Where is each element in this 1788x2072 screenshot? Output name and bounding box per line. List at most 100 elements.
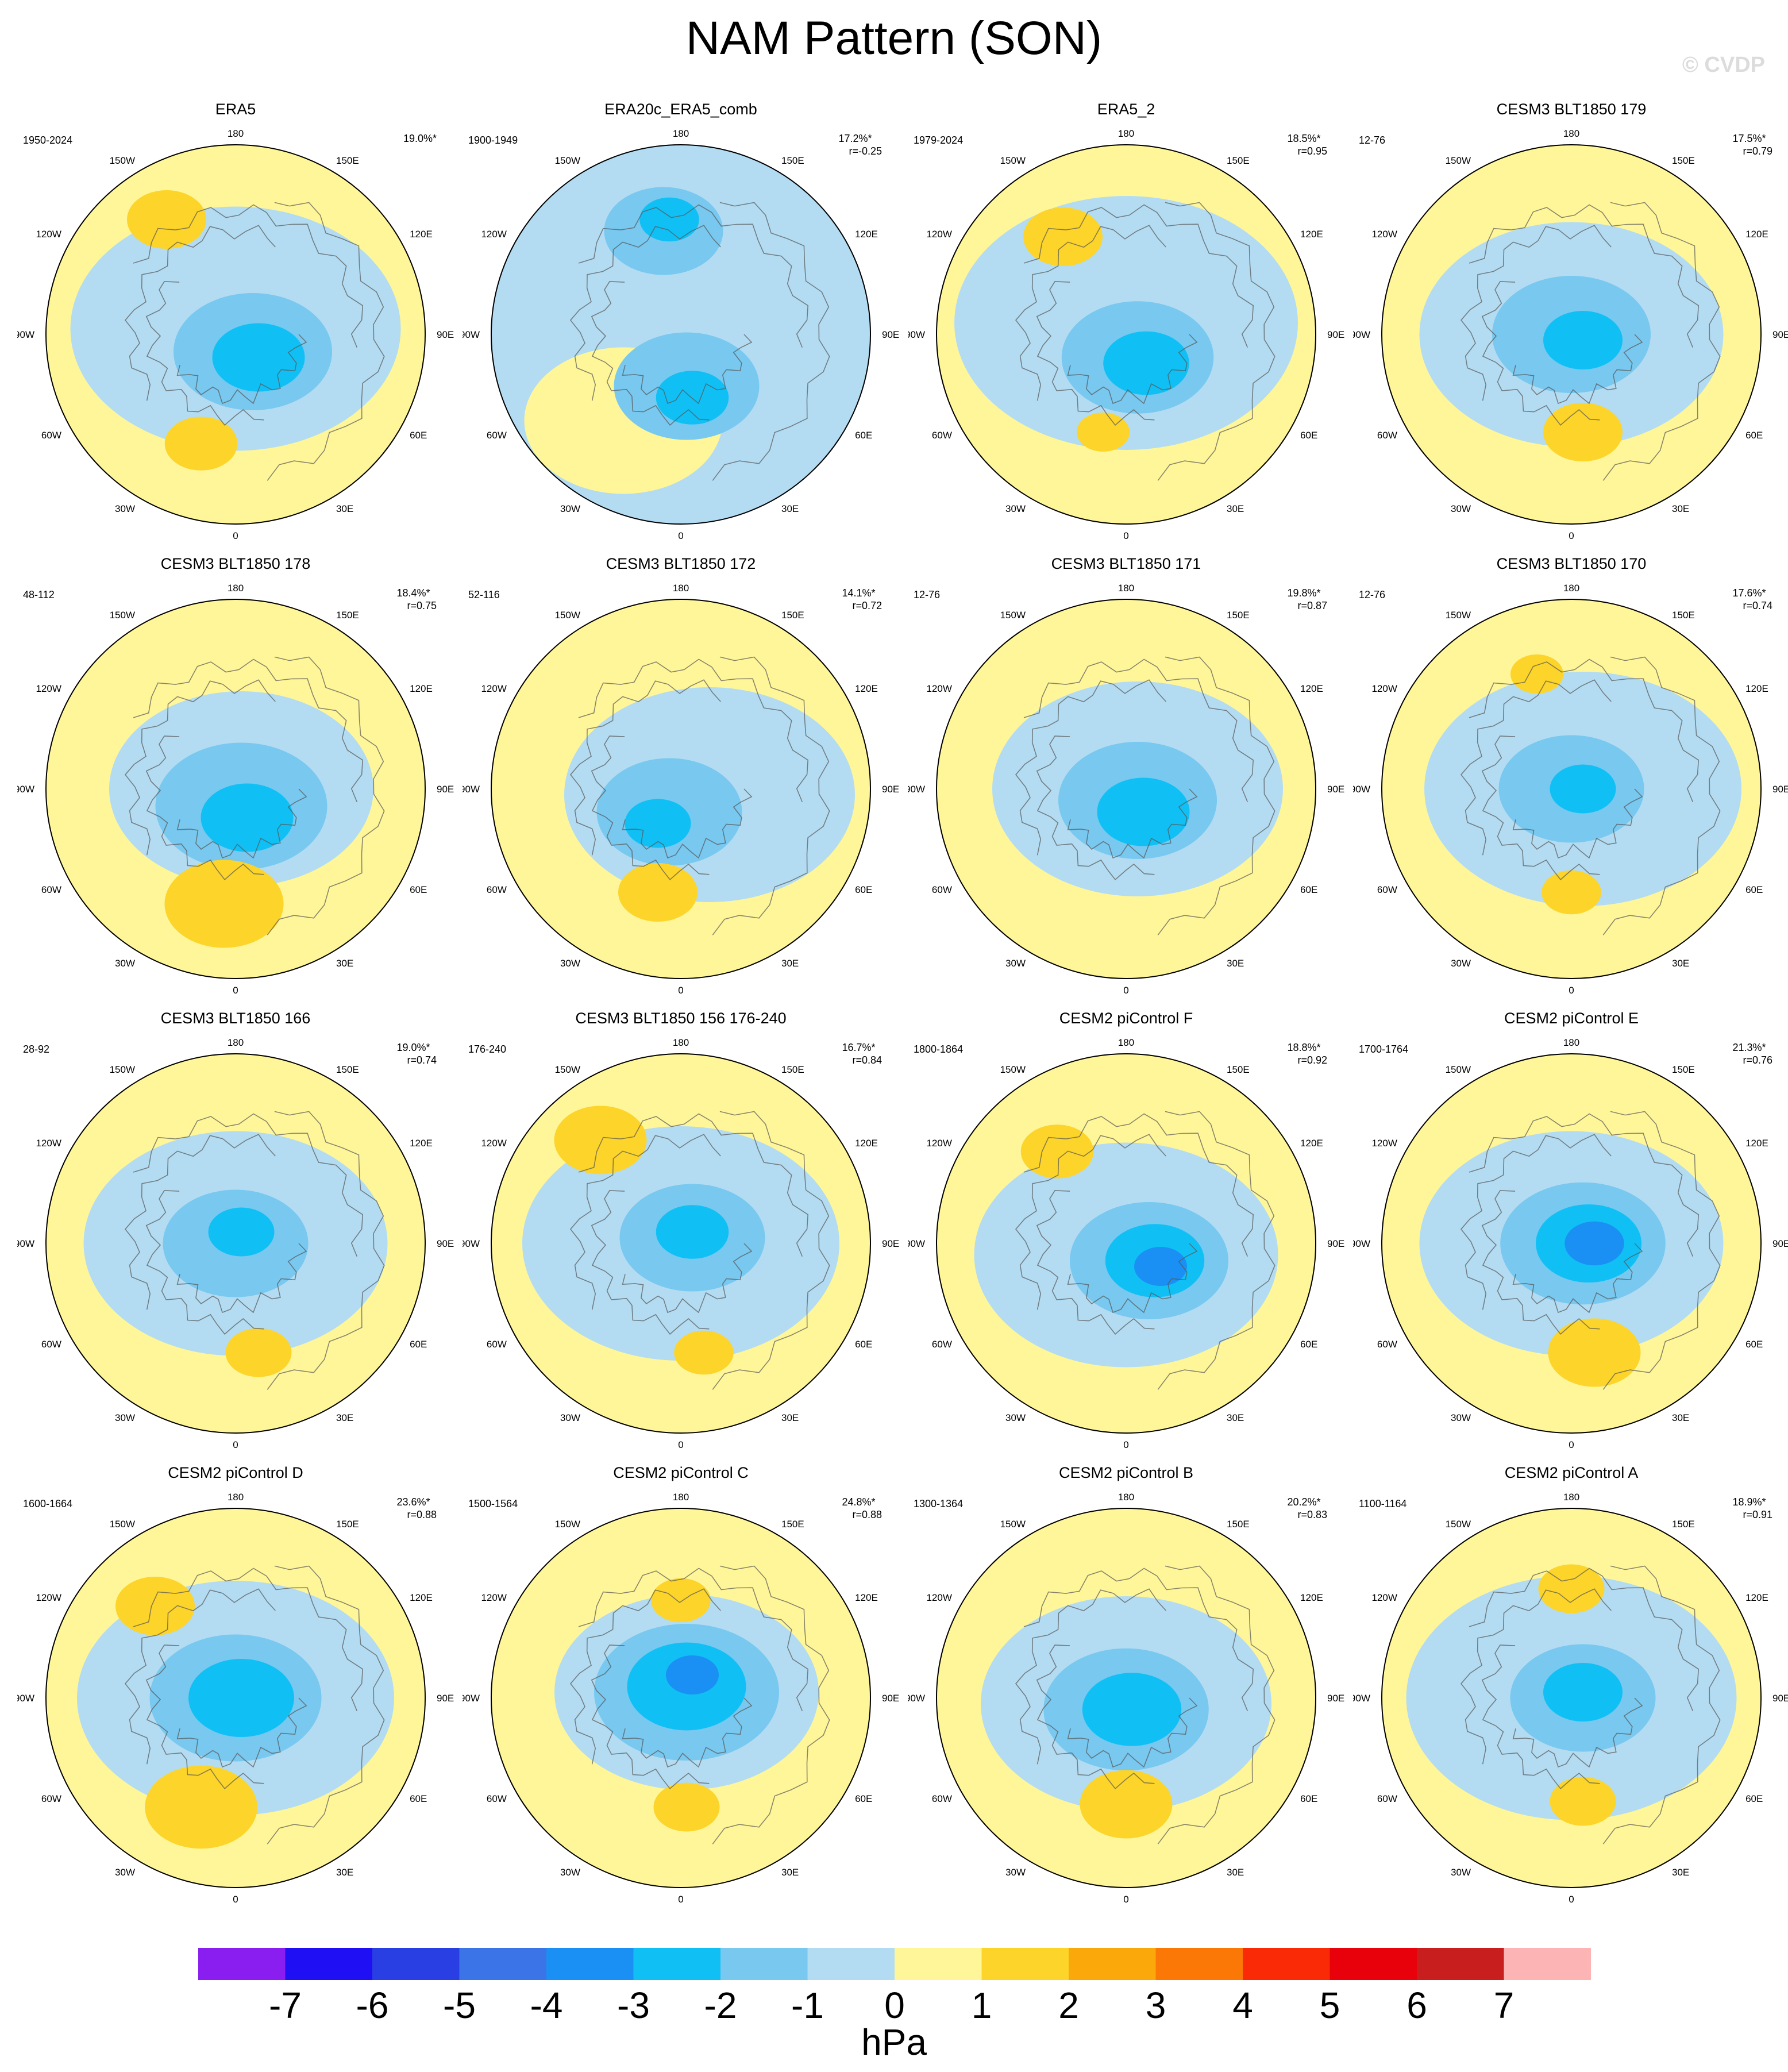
coastline	[145, 735, 264, 881]
colorbar-tick-label: 4	[1232, 1985, 1253, 2026]
panel-period: 48-112	[23, 589, 55, 600]
longitude-label: 90W	[1353, 1238, 1370, 1249]
longitude-label: 150E	[1672, 1064, 1695, 1075]
anomaly-field	[491, 1508, 870, 1888]
longitude-label: 30W	[1005, 503, 1026, 514]
panel-period: 1700-1764	[1359, 1043, 1409, 1055]
longitude-label: 120W	[481, 229, 506, 240]
anomaly-contour	[212, 323, 305, 392]
panel-stats: 18.5%* r=0.95	[1287, 132, 1327, 157]
colorbar-tick-label: 2	[1058, 1985, 1079, 2026]
longitude-label: 150W	[555, 155, 580, 166]
coastline	[176, 334, 307, 405]
anomaly-contour	[618, 863, 698, 922]
coastline	[622, 1697, 753, 1768]
longitude-label: 120W	[926, 683, 951, 694]
anomaly-contour	[1543, 311, 1623, 369]
polar-map: 180 150E 120E 90E 60E 30E 0 30W 60W 90W 120W 150W	[1353, 583, 1788, 996]
panel-title: CESM3 BLT1850 179	[1496, 101, 1647, 118]
pattern-correlation: r=0.84	[852, 1054, 882, 1066]
panel-title: CESM2 piControl B	[1058, 1464, 1194, 1481]
anomaly-field	[491, 145, 870, 524]
longitude-label: 0	[1569, 530, 1574, 541]
polar-map: 180 150E 120E 90E 60E 30E 0 30W 60W 90W 120W 150W	[908, 583, 1344, 996]
colorbar-segment	[372, 1948, 460, 1980]
colorbar-tick-label: 7	[1494, 1985, 1515, 2026]
longitude-label: 30E	[1227, 503, 1244, 514]
pattern-correlation: r=0.92	[1297, 1054, 1327, 1066]
map-boundary	[491, 1053, 871, 1434]
explained-variance: 18.4%*	[396, 587, 430, 599]
longitude-label: 60W	[932, 1793, 952, 1804]
colorbar-tick-label: -3	[617, 1985, 650, 2026]
anomaly-field	[46, 145, 425, 524]
panel-title: CESM2 piControl E	[1504, 1010, 1639, 1027]
longitude-label: 150E	[1227, 155, 1250, 166]
longitude-label: 60E	[1745, 884, 1763, 895]
longitude-label: 90W	[463, 329, 480, 340]
longitude-label: 30E	[781, 958, 799, 969]
panel-title: CESM2 piControl C	[613, 1464, 749, 1481]
panel-period: 28-92	[23, 1043, 50, 1055]
longitude-label: 30W	[115, 958, 135, 969]
map-panel: CESM3 BLT1850 170 12-76 17.6%* r=0.74 180 150…	[1353, 553, 1788, 1007]
coastline	[1460, 225, 1612, 401]
panel-stats: 17.5%* r=0.79	[1732, 132, 1772, 157]
map-boundary	[1381, 599, 1762, 979]
longitude-label: 90E	[1327, 329, 1344, 340]
longitude-label: 150E	[336, 1519, 359, 1530]
coastline	[1481, 1644, 1600, 1790]
longitude-label: 120E	[410, 229, 433, 240]
longitude-label: 90W	[17, 329, 34, 340]
anomaly-contour	[1080, 1770, 1173, 1839]
anomaly-contour	[656, 1205, 729, 1259]
longitude-label: 120E	[410, 683, 433, 694]
coastline	[591, 1190, 710, 1335]
longitude-label: 90E	[437, 1238, 454, 1249]
map-boundary	[45, 1053, 426, 1434]
longitude-label: 0	[678, 985, 683, 996]
longitude-label: 120E	[1745, 1592, 1768, 1603]
pattern-correlation: r=0.74	[1743, 600, 1772, 611]
colorbar-segment	[198, 1948, 286, 1980]
longitude-label: 60E	[410, 884, 427, 895]
longitude-label: 30W	[115, 1412, 135, 1423]
longitude-label: 90W	[908, 329, 925, 340]
longitude-label: 60W	[932, 884, 952, 895]
explained-variance: 21.3%*	[1732, 1042, 1766, 1053]
anomaly-contour	[1082, 1673, 1182, 1746]
longitude-label: 150W	[110, 610, 135, 621]
map-boundary	[936, 1053, 1316, 1434]
anomaly-contour	[164, 860, 284, 948]
coastline	[1023, 1113, 1254, 1257]
colorbar-tick-label: -5	[443, 1985, 476, 2026]
longitude-label: 90E	[437, 329, 454, 340]
coastline	[1015, 225, 1166, 401]
longitude-label: 150E	[1672, 1519, 1695, 1530]
longitude-label: 60W	[1377, 430, 1397, 441]
panel-title: CESM3 BLT1850 178	[160, 555, 311, 572]
longitude-label: 90W	[17, 784, 34, 795]
coastline	[145, 1190, 264, 1335]
coastline	[622, 334, 753, 405]
panel-title: CESM3 BLT1850 171	[1051, 555, 1201, 572]
longitude-label: 120W	[926, 229, 951, 240]
coastline	[622, 788, 753, 859]
coastline	[145, 281, 264, 426]
longitude-label: 150E	[1672, 155, 1695, 166]
map-boundary	[936, 599, 1316, 979]
explained-variance: 23.6%*	[396, 1496, 430, 1508]
panel-period: 12-76	[914, 589, 941, 600]
longitude-label: 30W	[1451, 1867, 1471, 1878]
longitude-label: 180	[1118, 1037, 1134, 1048]
polar-map: 180 150E 120E 90E 60E 30E 0 30W 60W 90W 120W 150W	[908, 1492, 1344, 1905]
longitude-label: 150E	[1227, 1064, 1250, 1075]
coastline	[1602, 202, 1721, 481]
panel-period: 12-76	[1359, 134, 1386, 146]
anomaly-contour	[656, 371, 729, 425]
longitude-label: 60E	[1300, 1793, 1317, 1804]
coastline	[133, 1568, 364, 1712]
longitude-label: 120W	[1371, 1138, 1397, 1149]
longitude-label: 180	[673, 1037, 689, 1048]
coastline	[267, 1111, 385, 1390]
